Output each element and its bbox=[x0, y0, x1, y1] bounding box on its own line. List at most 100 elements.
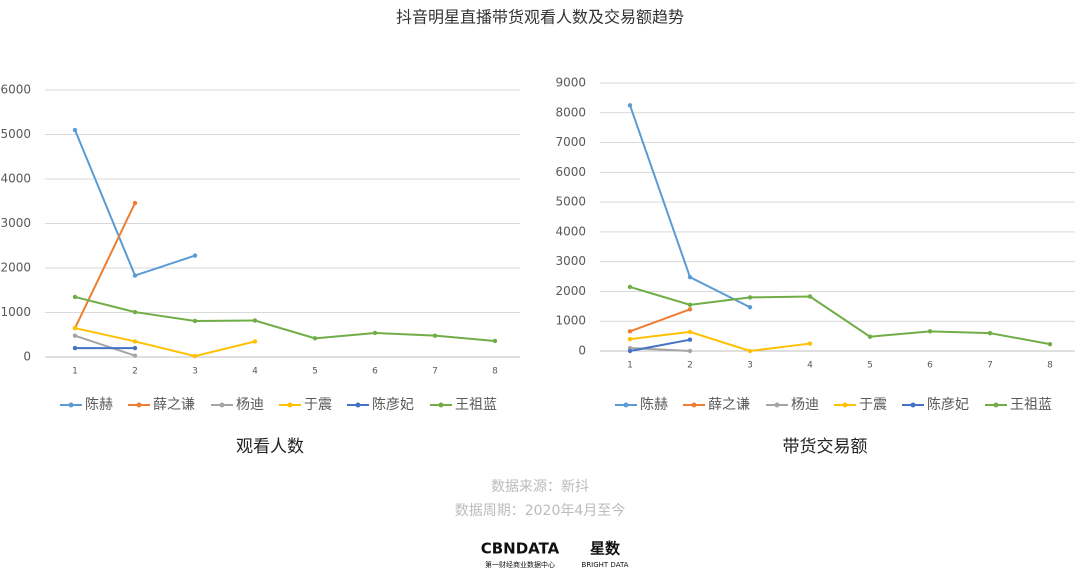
x-tick-label: 1 bbox=[72, 367, 78, 377]
x-tick-label: 5 bbox=[867, 361, 873, 371]
series-line bbox=[629, 308, 691, 333]
data-point bbox=[132, 309, 138, 315]
data-point bbox=[192, 318, 198, 324]
legend-dot bbox=[68, 402, 74, 408]
legend-label: 于震 bbox=[859, 397, 887, 413]
data-point bbox=[747, 348, 753, 354]
chart-title: 观看人数 bbox=[236, 437, 304, 457]
data-point bbox=[132, 273, 138, 278]
y-tick-label: 5000 bbox=[0, 127, 31, 141]
legend-dot bbox=[219, 402, 225, 408]
y-tick-label: 6000 bbox=[555, 165, 586, 179]
legend-label: 杨迪 bbox=[791, 397, 819, 413]
data-point bbox=[807, 341, 813, 346]
y-tick-label: 0 bbox=[23, 350, 31, 364]
data-point bbox=[72, 325, 78, 331]
legend-label: 薛之谦 bbox=[153, 397, 195, 413]
legend-dot bbox=[691, 402, 697, 408]
chart-title: 带货交易额 bbox=[783, 437, 868, 457]
series-line bbox=[74, 202, 136, 329]
data-point bbox=[687, 348, 693, 354]
data-point bbox=[687, 329, 693, 335]
data-point bbox=[627, 284, 633, 290]
x-tick-label: 1 bbox=[627, 361, 633, 371]
data-point bbox=[687, 337, 693, 342]
y-tick-label: 9000 bbox=[555, 76, 586, 90]
legend-label: 王祖蓝 bbox=[455, 397, 497, 413]
data-point bbox=[927, 329, 933, 334]
legend-dot bbox=[136, 402, 142, 408]
legend-label: 杨迪 bbox=[236, 397, 264, 413]
data-point bbox=[687, 302, 693, 308]
logo-partner: 星数 bbox=[590, 540, 621, 558]
data-point bbox=[627, 103, 633, 108]
y-tick-label: 8000 bbox=[555, 105, 586, 119]
data-point bbox=[132, 200, 138, 206]
x-tick-label: 2 bbox=[687, 361, 693, 371]
data-point bbox=[432, 333, 438, 338]
series-line bbox=[74, 327, 256, 358]
series-line bbox=[74, 295, 496, 342]
series-line bbox=[74, 334, 136, 357]
legend-label: 王祖蓝 bbox=[1010, 397, 1052, 413]
legend-dot bbox=[438, 402, 444, 408]
logo-partner-sub: BRIGHT DATA bbox=[582, 561, 629, 569]
legend-label: 陈赫 bbox=[85, 396, 113, 413]
legend-dot bbox=[774, 402, 780, 408]
x-tick-label: 3 bbox=[747, 361, 753, 371]
legend-label: 陈赫 bbox=[640, 396, 668, 413]
data-point bbox=[312, 336, 318, 341]
data-point bbox=[192, 253, 198, 258]
legend-label: 陈彦妃 bbox=[372, 396, 414, 413]
legend-dot bbox=[623, 402, 629, 408]
x-tick-label: 3 bbox=[192, 367, 198, 377]
data-point bbox=[627, 336, 633, 342]
x-tick-label: 6 bbox=[372, 367, 378, 377]
y-tick-label: 1000 bbox=[0, 305, 31, 319]
y-tick-label: 0 bbox=[578, 344, 586, 358]
logo-brand-sub: 第一财经商业数据中心 bbox=[485, 560, 555, 569]
legend-dot bbox=[355, 402, 361, 408]
data-point bbox=[252, 318, 258, 323]
data-point bbox=[627, 329, 633, 334]
y-tick-label: 5000 bbox=[555, 195, 586, 209]
data-point bbox=[1047, 341, 1053, 347]
legend-dot bbox=[842, 402, 848, 408]
y-tick-label: 2000 bbox=[0, 261, 31, 275]
y-tick-label: 1000 bbox=[555, 314, 586, 328]
x-tick-label: 7 bbox=[987, 361, 993, 371]
data-point bbox=[687, 307, 693, 312]
data-point bbox=[132, 339, 138, 344]
series-line bbox=[629, 330, 811, 353]
data-point bbox=[132, 353, 138, 358]
data-point bbox=[747, 295, 753, 300]
x-tick-label: 4 bbox=[252, 367, 258, 377]
period: 数据周期：2020年4月至今 bbox=[455, 503, 626, 519]
data-point bbox=[867, 334, 873, 339]
data-point bbox=[72, 294, 78, 300]
y-tick-label: 2000 bbox=[555, 284, 586, 298]
x-tick-label: 2 bbox=[132, 367, 138, 377]
data-point bbox=[132, 345, 138, 351]
data-point bbox=[72, 127, 78, 133]
y-tick-label: 4000 bbox=[555, 224, 586, 238]
data-point bbox=[492, 338, 498, 344]
data-point bbox=[807, 294, 813, 299]
legend-dot bbox=[287, 402, 293, 408]
logo-brand: CBNDATA bbox=[481, 540, 560, 558]
y-tick-label: 6000 bbox=[0, 83, 31, 97]
data-point bbox=[252, 339, 258, 344]
y-tick-label: 4000 bbox=[0, 172, 31, 186]
legend-label: 于震 bbox=[304, 397, 332, 413]
data-point bbox=[687, 274, 693, 280]
y-tick-label: 3000 bbox=[0, 216, 31, 230]
data-point bbox=[627, 348, 633, 354]
x-tick-label: 7 bbox=[432, 367, 438, 377]
legend-dot bbox=[993, 402, 999, 408]
x-tick-label: 5 bbox=[312, 367, 318, 377]
x-tick-label: 8 bbox=[492, 367, 498, 377]
x-tick-label: 8 bbox=[1047, 361, 1053, 371]
legend-dot bbox=[910, 402, 916, 408]
data-point bbox=[372, 330, 378, 336]
